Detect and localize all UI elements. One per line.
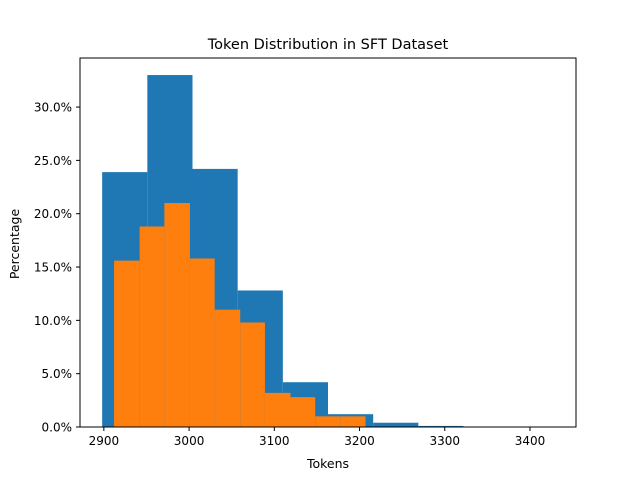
y-tick-label: 5.0% — [42, 367, 73, 381]
y-axis-label: Percentage — [7, 209, 22, 280]
histogram-bar-series-2-bin-2 — [140, 227, 165, 428]
y-tick-label: 15.0% — [34, 261, 72, 275]
x-axis-label: Tokens — [306, 456, 349, 471]
x-tick-label: 2900 — [89, 434, 120, 448]
y-tick-label: 30.0% — [34, 101, 72, 115]
x-tick-label: 3200 — [344, 434, 375, 448]
y-tick-label: 10.0% — [34, 314, 72, 328]
histogram-bar-series-2-bin-9 — [315, 416, 341, 427]
chart-title: Token Distribution in SFT Dataset — [207, 37, 449, 53]
histogram-bar-series-2-bin-8 — [291, 397, 316, 427]
histogram-bar-series-2-bin-6 — [240, 322, 265, 427]
histogram-bar-series-2-bin-3 — [164, 203, 190, 427]
y-tick-label: 20.0% — [34, 207, 72, 221]
histogram-bar-series-2-bin-1 — [114, 261, 140, 427]
histogram-bar-series-2-bin-7 — [265, 393, 291, 427]
x-tick-label: 3400 — [515, 434, 546, 448]
bars-layer — [102, 75, 554, 427]
histogram-bar-series-2-bin-10 — [341, 416, 366, 427]
histogram-bar-series-1-bin-7 — [373, 423, 418, 427]
y-tick-label: 0.0% — [42, 421, 73, 435]
histogram-bar-series-2-bin-5 — [215, 310, 241, 427]
x-tick-label: 3000 — [174, 434, 205, 448]
histogram-bar-series-2-bin-4 — [190, 259, 215, 428]
x-tick-label: 3300 — [429, 434, 460, 448]
x-tick-label: 3100 — [259, 434, 290, 448]
y-tick-label: 25.0% — [34, 154, 72, 168]
